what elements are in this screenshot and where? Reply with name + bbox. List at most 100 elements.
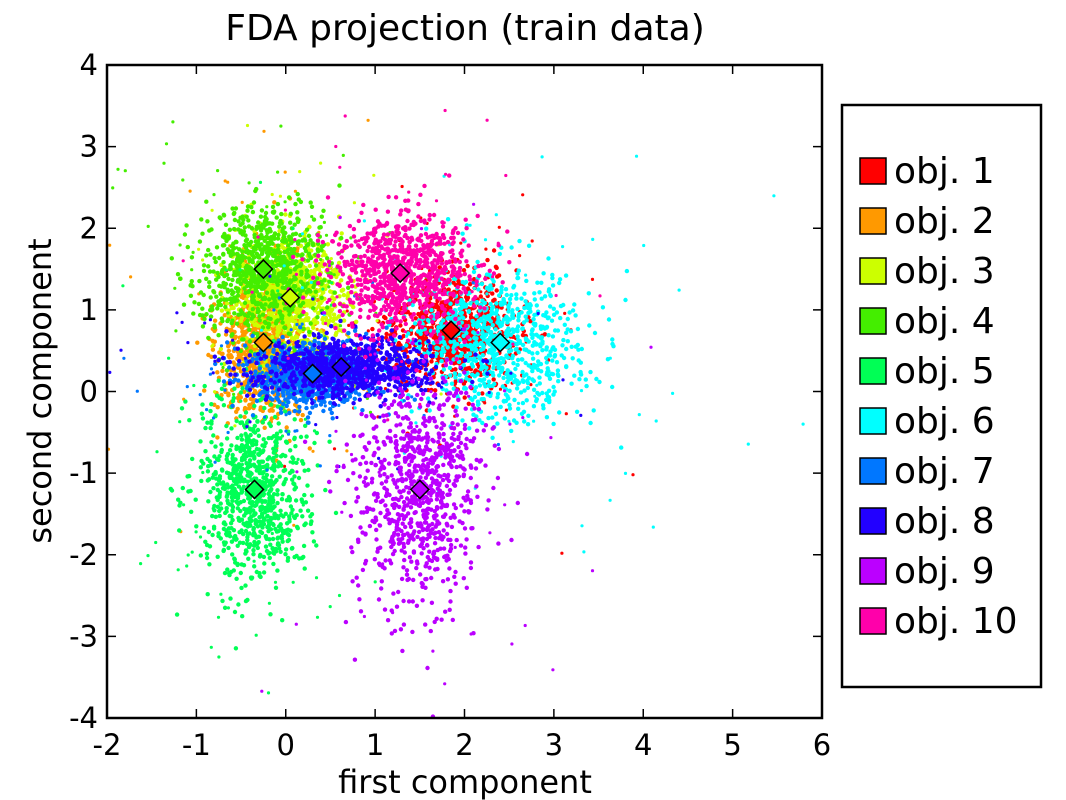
scatter-points <box>106 108 805 719</box>
scatter-point <box>190 456 195 462</box>
scatter-point <box>252 511 258 517</box>
scatter-point <box>245 248 250 254</box>
scatter-point <box>253 464 258 469</box>
scatter-point <box>557 410 562 415</box>
scatter-point <box>205 420 210 425</box>
scatter-point <box>167 356 171 360</box>
scatter-point <box>384 331 389 337</box>
scatter-point <box>121 284 125 288</box>
scatter-point <box>271 561 276 567</box>
scatter-point <box>242 389 247 394</box>
scatter-point <box>564 364 569 370</box>
scatter-point <box>531 387 537 392</box>
scatter-point <box>215 405 220 410</box>
scatter-point <box>544 415 550 420</box>
scatter-point <box>264 234 269 239</box>
scatter-point <box>263 544 269 549</box>
scatter-point <box>304 227 310 232</box>
scatter-point <box>467 426 472 431</box>
scatter-point <box>238 414 243 419</box>
scatter-point <box>226 545 231 551</box>
scatter-point <box>211 486 216 491</box>
scatter-point <box>236 219 241 224</box>
scatter-point <box>245 123 250 128</box>
scatter-point <box>353 406 357 410</box>
scatter-point <box>266 691 271 695</box>
scatter-point <box>414 421 418 425</box>
scatter-point <box>522 419 527 424</box>
scatter-point <box>275 500 280 506</box>
scatter-point <box>231 305 236 311</box>
scatter-point <box>306 287 311 293</box>
scatter-point <box>296 457 300 461</box>
scatter-point <box>435 346 441 351</box>
scatter-point <box>207 562 212 567</box>
scatter-point <box>300 514 305 519</box>
scatter-point <box>275 492 280 497</box>
scatter-point <box>282 325 287 330</box>
scatter-point <box>146 224 150 228</box>
scatter-point <box>453 379 458 384</box>
scatter-point <box>280 285 285 290</box>
scatter-point <box>270 262 275 267</box>
scatter-point <box>345 293 350 299</box>
scatter-point <box>237 530 242 535</box>
scatter-point <box>354 319 359 324</box>
scatter-point <box>219 467 225 472</box>
scatter-point <box>265 230 270 235</box>
scatter-point <box>271 446 276 451</box>
scatter-point <box>206 264 211 269</box>
scatter-point <box>274 319 279 324</box>
scatter-point <box>302 522 307 528</box>
scatter-point <box>321 208 326 213</box>
scatter-point <box>238 508 243 514</box>
scatter-point <box>253 322 259 327</box>
scatter-point <box>129 275 133 279</box>
scatter-point <box>610 384 615 390</box>
scatter-point <box>325 242 331 247</box>
scatter-point <box>556 379 561 384</box>
scatter-point <box>256 293 262 298</box>
scatter-point <box>200 416 206 421</box>
scatter-point <box>279 124 283 128</box>
scatter-point <box>191 311 196 316</box>
scatter-point <box>313 289 318 294</box>
scatter-point <box>294 335 300 340</box>
scatter-point <box>309 512 315 517</box>
scatter-point <box>226 471 231 476</box>
scatter-point <box>772 194 776 198</box>
scatter-point <box>210 475 215 480</box>
scatter-point <box>461 268 467 273</box>
scatter-point <box>307 263 312 269</box>
scatter-point <box>282 267 287 272</box>
scatter-point <box>332 273 336 277</box>
scatter-point <box>214 294 219 299</box>
scatter-point <box>225 531 230 536</box>
scatter-point <box>209 440 214 445</box>
scatter-point <box>340 287 346 292</box>
scatter-point <box>268 612 273 617</box>
scatter-point <box>227 475 233 481</box>
scatter-point <box>180 485 185 491</box>
scatter-point <box>341 292 347 298</box>
scatter-point <box>218 291 223 297</box>
scatter-point <box>255 519 260 524</box>
scatter-point <box>530 356 536 361</box>
scatter-point <box>267 499 273 504</box>
scatter-point <box>245 318 250 324</box>
scatter-point <box>238 449 243 454</box>
scatter-point <box>278 522 283 527</box>
scatter-point <box>252 559 256 563</box>
scatter-point <box>266 316 271 321</box>
scatter-point <box>478 294 483 299</box>
scatter-point <box>199 478 204 484</box>
scatter-point <box>502 416 507 421</box>
scatter-point <box>275 329 280 335</box>
scatter-point <box>564 346 569 352</box>
scatter-point <box>229 426 234 431</box>
scatter-point <box>207 544 213 549</box>
scatter-point <box>262 129 266 133</box>
scatter-point <box>267 482 272 488</box>
scatter-point <box>259 251 265 257</box>
scatter-point <box>208 314 214 319</box>
